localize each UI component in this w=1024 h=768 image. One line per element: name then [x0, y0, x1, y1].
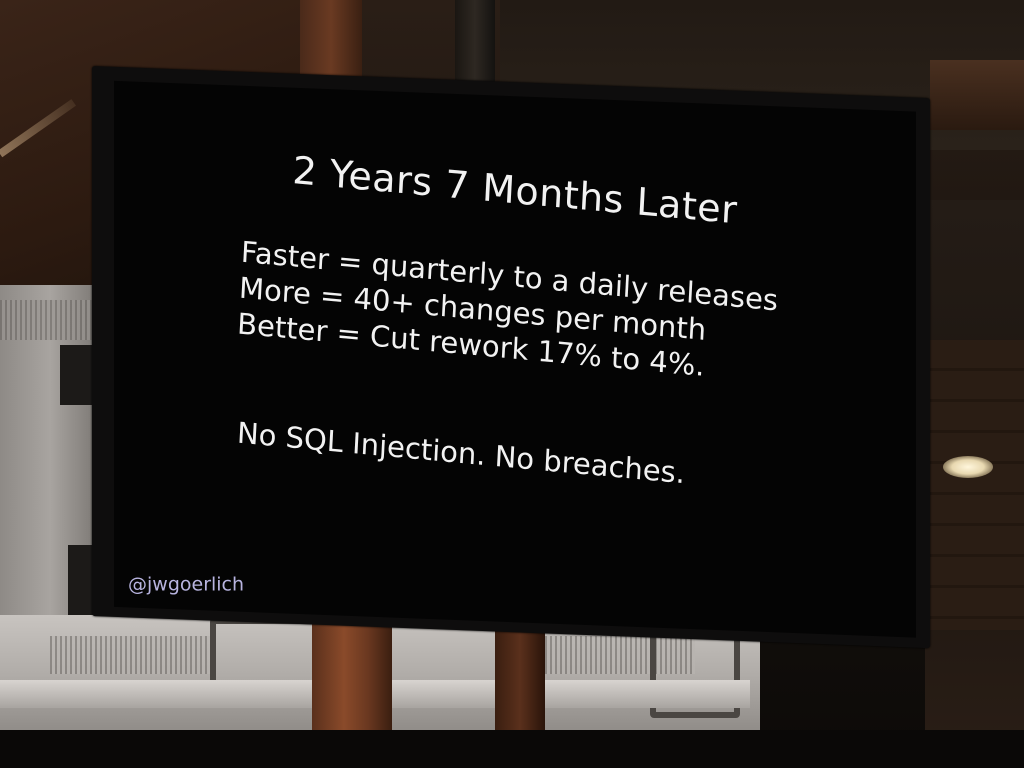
tv-screen: 2 Years 7 Months Later Faster = quarterl…: [114, 80, 916, 638]
monitor-vent-right: [545, 636, 695, 674]
tv-display: 2 Years 7 Months Later Faster = quarterl…: [92, 66, 930, 649]
monitor-vent-left: [50, 636, 210, 674]
twitter-handle: @jwgoerlich: [128, 573, 245, 596]
vent-grill-left: [0, 300, 95, 340]
wood-panel-right: [925, 340, 1024, 630]
floor-shadow: [0, 730, 1024, 768]
ceiling-beam-right: [930, 60, 1024, 130]
monitor-mount-left: [210, 618, 320, 688]
slide-title: 2 Years 7 Months Later: [291, 148, 739, 233]
slide-bullet-list: Faster = quarterly to a daily releases M…: [236, 234, 779, 390]
slide-note: No SQL Injection. No breaches.: [236, 415, 686, 491]
ceiling-lamp: [943, 456, 993, 478]
